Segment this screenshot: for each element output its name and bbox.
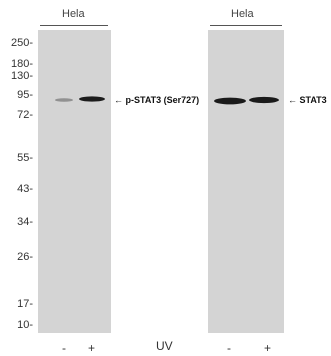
mw-marker-180: 180- [10, 58, 33, 70]
left-blot-membrane [38, 30, 111, 333]
band-label-stat3: ← STAT3 [288, 95, 327, 105]
lane-label-right-minus: - [227, 341, 231, 355]
mw-marker-10: 10- [17, 319, 33, 331]
mw-marker-95: 95- [17, 89, 33, 101]
mw-marker-55: 55- [17, 152, 33, 164]
right-blot-membrane [208, 30, 284, 333]
band-stat3-minus [214, 97, 246, 105]
cell-line-underline-left [40, 25, 108, 26]
band-pstat3-plus [79, 96, 105, 102]
lane-label-left-plus: + [88, 341, 96, 355]
cell-line-label-left: Hela [62, 8, 85, 20]
lane-label-left-minus: - [62, 341, 66, 355]
cell-line-underline-right [210, 25, 282, 26]
cell-line-label-right: Hela [231, 8, 254, 20]
left-blot-bands [55, 96, 105, 102]
right-blot-bands [214, 96, 279, 105]
mw-marker-17: 17- [17, 298, 33, 310]
band-stat3-plus [249, 96, 279, 104]
lane-label-right-plus: + [264, 341, 272, 355]
mw-marker-26: 26- [17, 251, 33, 263]
mw-marker-250: 250- [10, 37, 33, 49]
treatment-label-uv: UV [156, 339, 173, 353]
band-pstat3-minus [55, 98, 73, 102]
mw-marker-43: 43- [17, 183, 33, 195]
mw-marker-130: 130- [10, 70, 33, 82]
band-label-pstat3: ← p-STAT3 (Ser727) [114, 95, 200, 105]
mw-marker-34: 34- [17, 216, 33, 228]
mw-marker-72: 72- [17, 109, 33, 121]
